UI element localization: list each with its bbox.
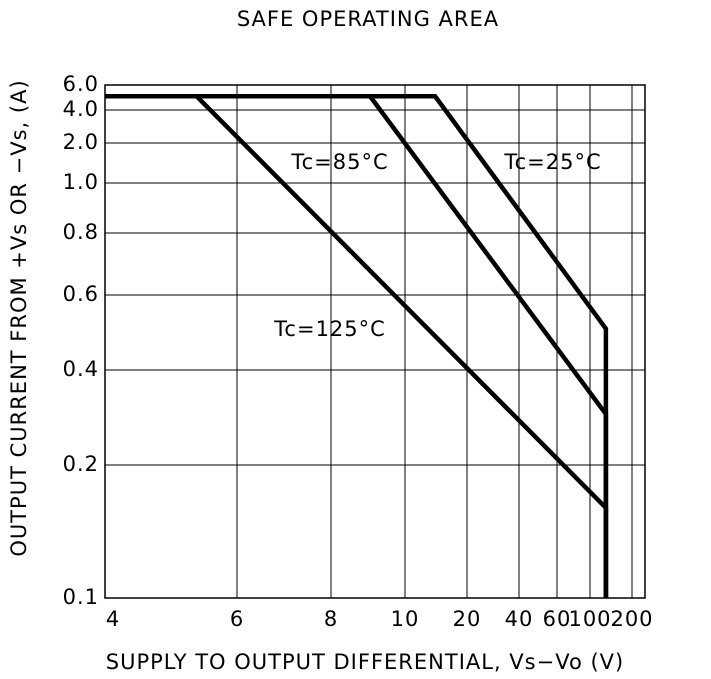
x-tick-label: 60 [543,607,572,631]
y-tick-label: 0.4 [63,357,99,381]
chart-title: SAFE OPERATING AREA [237,7,499,31]
y-tick-label: 1.0 [63,170,99,194]
series-line [105,93,609,598]
x-tick-label: 100 [568,607,611,631]
x-tick-label: 10 [391,607,420,631]
x-tick-label: 40 [505,607,534,631]
series-label: Tc=125°C [273,317,386,341]
y-tick-label: 2.0 [63,130,99,154]
y-tick-label: 0.8 [63,220,99,244]
x-tick-label: 8 [324,607,338,631]
y-tick-label: 6.0 [63,72,99,96]
y-tick-label: 0.2 [63,452,99,476]
y-axis-label: OUTPUT CURRENT FROM +Vs OR −Vs, (A) [7,79,31,556]
x-tick-label: 6 [230,607,244,631]
x-tick-label: 200 [610,607,653,631]
y-tick-label: 0.6 [63,282,99,306]
x-tick-label: 4 [106,607,120,631]
x-tick-label: 20 [453,607,482,631]
x-axis-label: SUPPLY TO OUTPUT DIFFERENTIAL, Vs−Vo (V) [106,650,624,674]
y-tick-label: 4.0 [63,97,99,121]
series-label: Tc=25°C [503,150,601,174]
y-tick-label: 0.1 [63,585,99,609]
series-label: Tc=85°C [290,150,388,174]
